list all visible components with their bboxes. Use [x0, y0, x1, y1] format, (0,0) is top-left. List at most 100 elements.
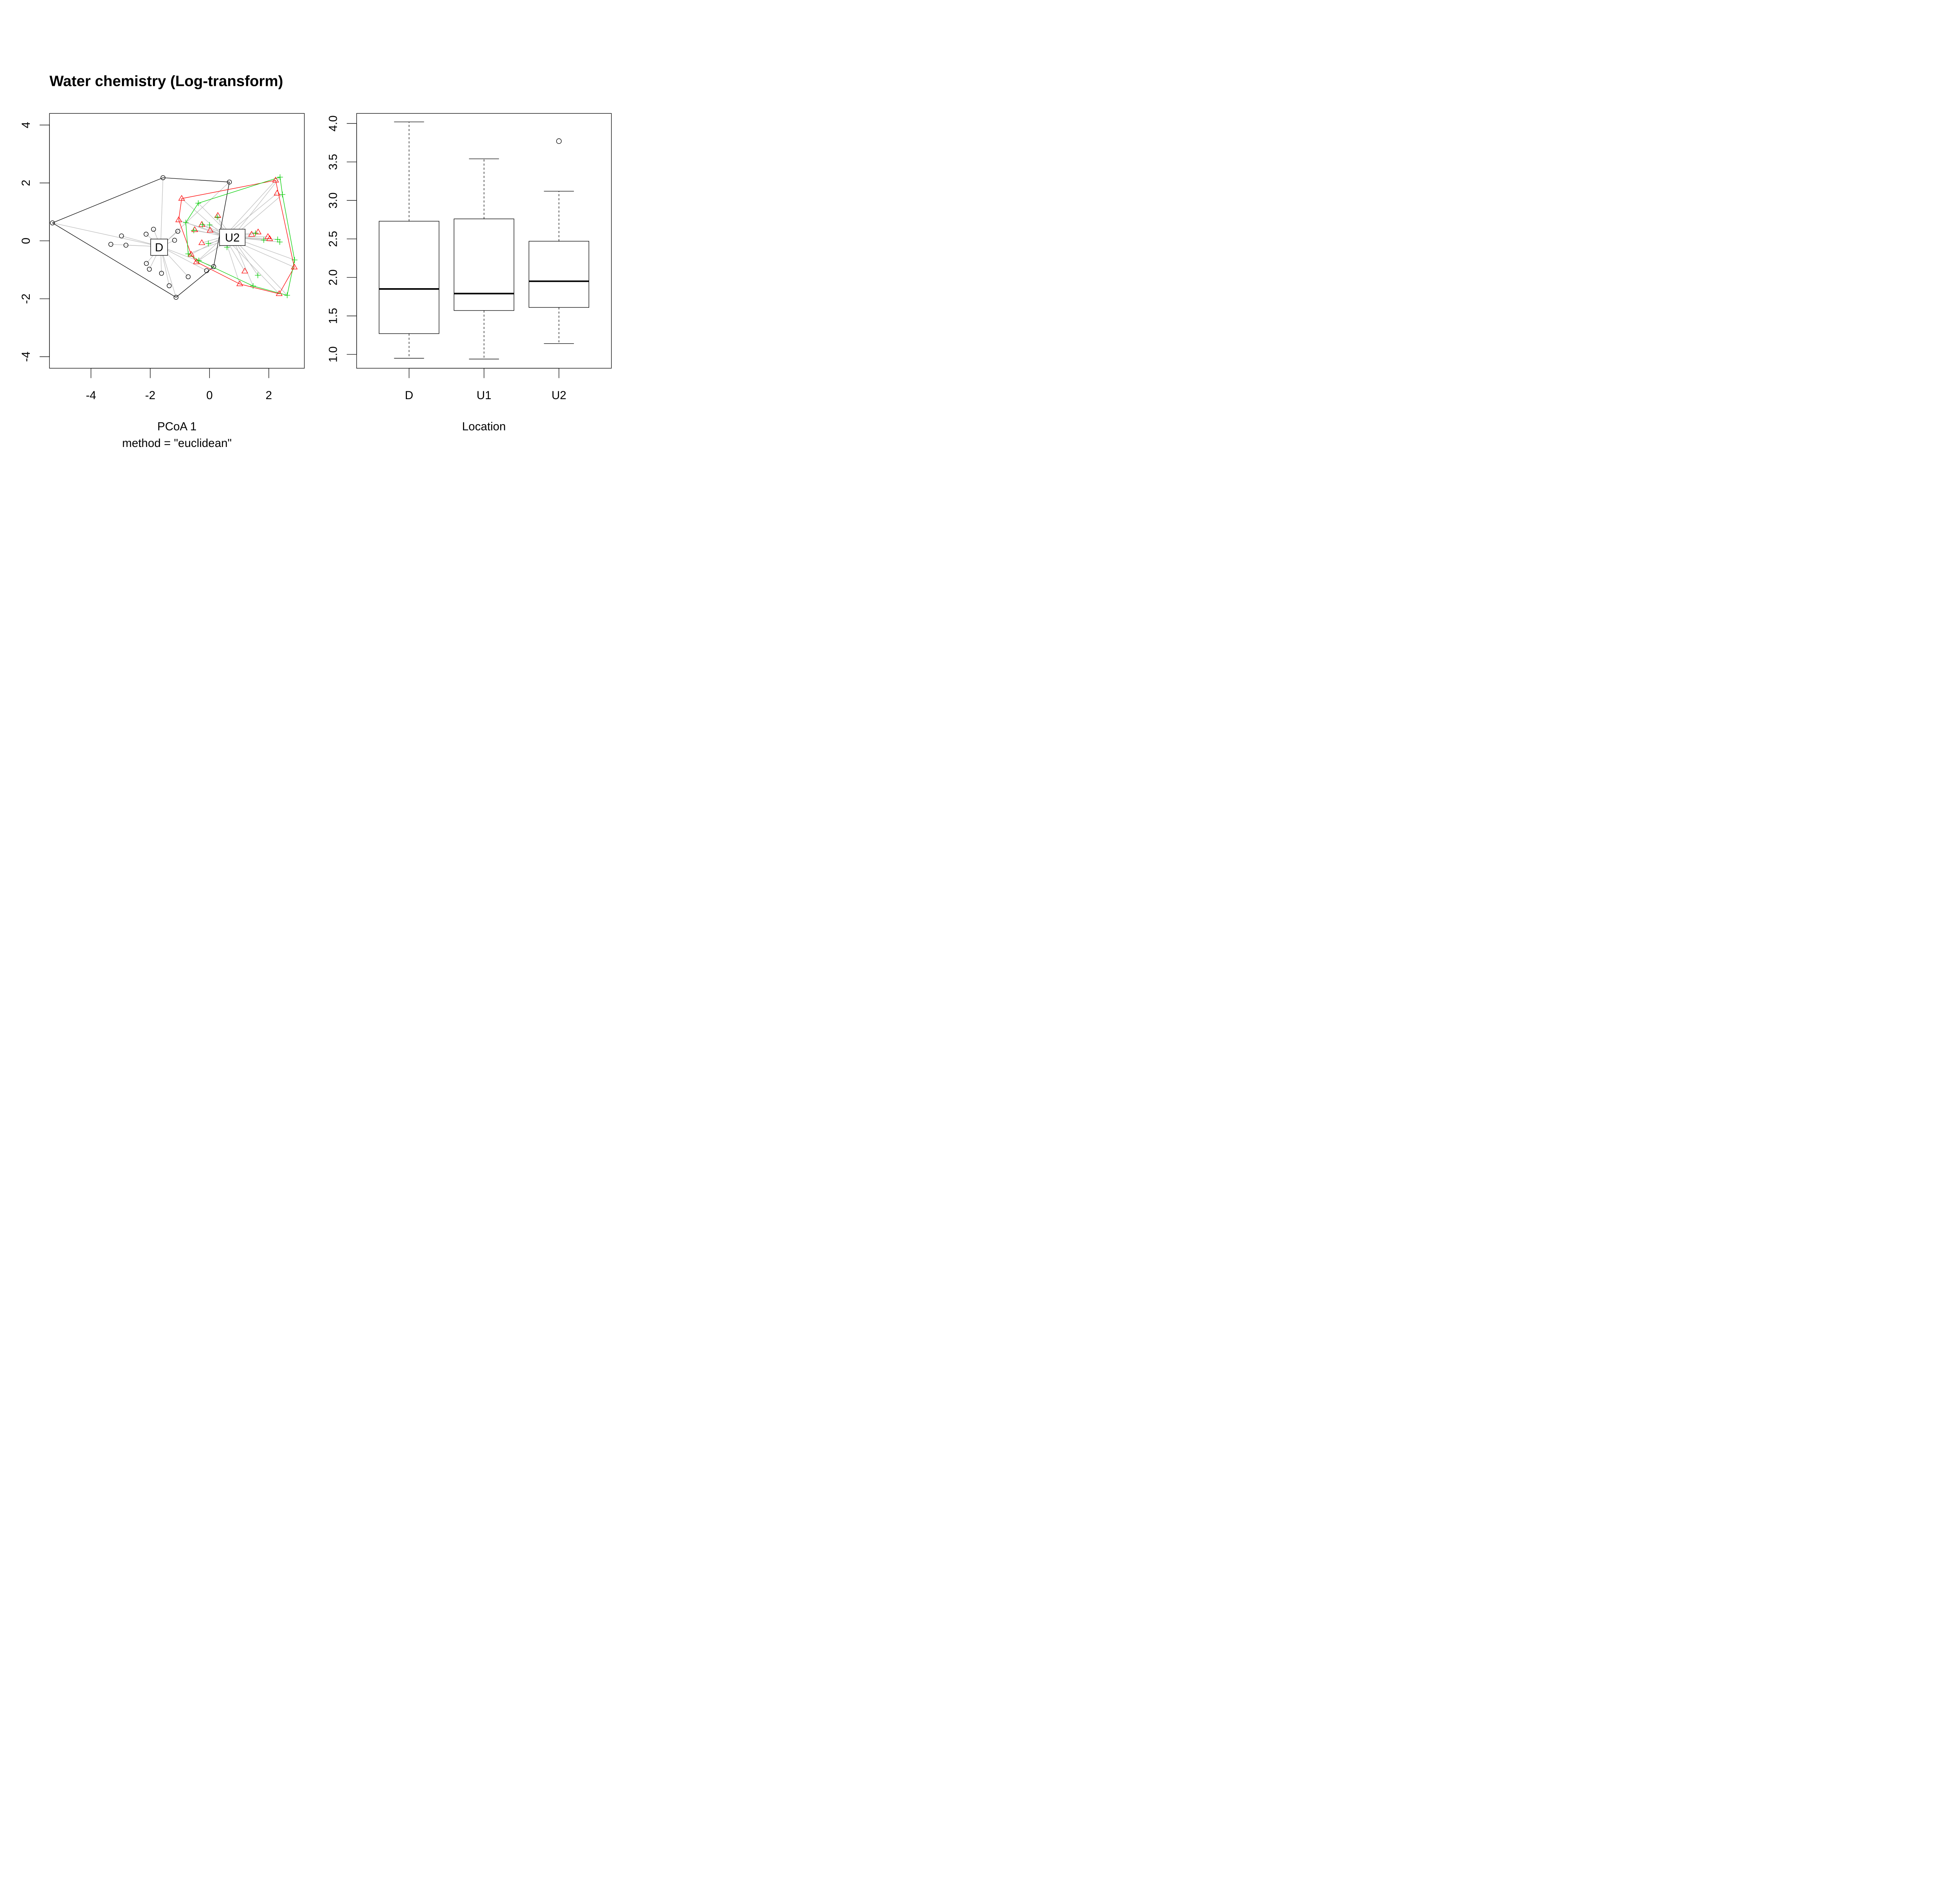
- point-u1: [207, 227, 214, 233]
- point-d: [185, 274, 191, 279]
- pcoa-y-tick-label: -4: [20, 352, 33, 362]
- spider-line-d: [160, 182, 230, 247]
- pcoa-x-tick-label: -2: [145, 389, 155, 402]
- boxplot-y-tick-label: 3.0: [327, 193, 340, 209]
- point-d: [204, 268, 209, 273]
- point-d: [167, 283, 172, 288]
- spider-line-d: [160, 178, 163, 247]
- point-d: [175, 229, 180, 234]
- point-u1: [241, 267, 249, 274]
- point-u2: [205, 240, 211, 247]
- pcoa-panel: D U2 -4 -2 0 2 -4 -2 0 2 4 PCoA 1 method = "eucl…: [20, 113, 305, 450]
- point-d: [50, 220, 55, 225]
- point-u2: [252, 230, 258, 236]
- point-d: [108, 242, 113, 247]
- pcoa-x-tick-label: 0: [206, 389, 212, 402]
- boxplot-y-axis: 1.0 1.5 2.0 2.5 3.0 3.5 4.0: [327, 115, 357, 362]
- pcoa-y-tick-label: 4: [20, 122, 33, 128]
- point-u2: [250, 283, 256, 289]
- point-d: [211, 264, 216, 269]
- spider-line-u1: [181, 198, 225, 237]
- box-u1: [454, 218, 514, 311]
- point-d: [123, 243, 129, 248]
- boxplot-x-tick-label: U2: [552, 389, 566, 402]
- boxplot-panel: D U1 U2 1.0 1.5 2.0 2.5 3.0 3.5 4.0 Location: [327, 113, 612, 433]
- point-u2: [284, 292, 290, 298]
- pcoa-x-axis: -4 -2 0 2: [86, 368, 272, 402]
- chart-title: Water chemistry (Log-transform): [49, 73, 283, 90]
- spider-line-u1: [224, 180, 276, 237]
- centroid-labels: D U2: [150, 229, 246, 256]
- hull-u2: [185, 176, 295, 296]
- spider-line-d: [52, 222, 161, 247]
- boxplot-y-tick-label: 4.0: [327, 115, 340, 131]
- point-d: [151, 227, 156, 232]
- pcoa-x-axis-sublabel: method = "euclidean": [122, 437, 232, 450]
- spider-line-u2: [232, 177, 280, 238]
- hull-u1: [178, 180, 295, 294]
- hull-d: [52, 177, 230, 298]
- point-u1: [198, 221, 205, 227]
- spider-line-d: [160, 246, 207, 271]
- boxplot-x-tick-label: D: [405, 389, 413, 402]
- point-u2: [292, 257, 298, 263]
- point-d: [172, 238, 177, 243]
- pcoa-x-tick-label: -4: [86, 389, 96, 402]
- outlier-u2: [556, 138, 562, 144]
- point-u1: [248, 231, 255, 237]
- point-u2: [277, 239, 283, 245]
- point-d: [119, 233, 124, 238]
- centroid-label-d: D: [155, 241, 163, 254]
- pcoa-y-tick-label: 0: [20, 238, 33, 244]
- sample-points: [50, 174, 298, 300]
- group-hulls: [52, 176, 295, 298]
- boxplot-x-axis: D U1 U2: [405, 368, 566, 402]
- point-u1: [193, 258, 200, 264]
- boxplot-y-tick-label: 2.0: [327, 269, 340, 285]
- point-u1: [236, 280, 243, 286]
- point-u1: [291, 263, 298, 269]
- pcoa-y-axis: -4 -2 0 2 4: [20, 122, 50, 362]
- boxplot-y-tick-label: 3.5: [327, 154, 340, 170]
- centroid-label-u2: U2: [225, 231, 240, 244]
- point-u1: [274, 190, 281, 196]
- box-d: [379, 221, 439, 334]
- point-u2: [183, 220, 189, 226]
- point-u2: [196, 258, 202, 263]
- centroid-box-d: [150, 238, 168, 256]
- pcoa-y-tick-label: -2: [20, 294, 33, 304]
- point-d: [147, 267, 152, 272]
- pcoa-x-axis-label: PCoA 1: [157, 420, 196, 433]
- point-u2: [195, 200, 201, 206]
- point-u2: [191, 227, 197, 233]
- point-u1: [178, 195, 185, 201]
- figure: Water chemistry (Log-transform) D U2 -4 -2…: [0, 0, 615, 492]
- point-u2: [214, 214, 220, 220]
- point-d: [227, 180, 232, 185]
- point-u2: [200, 222, 205, 228]
- boxplot-marks: [379, 122, 589, 360]
- point-u1: [272, 176, 279, 183]
- point-u1: [198, 239, 205, 245]
- point-d: [159, 271, 164, 276]
- boxplot-x-axis-label: Location: [462, 420, 506, 433]
- point-d: [160, 175, 165, 180]
- point-u2: [207, 222, 212, 228]
- spider-lines: [52, 177, 295, 298]
- point-u2: [277, 174, 283, 180]
- pcoa-x-tick-label: 2: [265, 389, 272, 402]
- point-u1: [214, 212, 221, 218]
- point-d: [173, 295, 179, 300]
- boxplot-y-tick-label: 2.5: [327, 231, 340, 247]
- point-u2: [255, 272, 261, 278]
- point-u2: [279, 191, 285, 198]
- centroid-box-u2: [219, 229, 246, 246]
- point-u1: [276, 290, 283, 296]
- point-d: [144, 261, 149, 266]
- spider-line-u1: [224, 236, 279, 294]
- spider-line-u2: [232, 237, 288, 296]
- point-u1: [191, 226, 198, 232]
- point-u1: [266, 235, 273, 241]
- point-u2: [261, 237, 267, 243]
- point-u2: [185, 251, 191, 257]
